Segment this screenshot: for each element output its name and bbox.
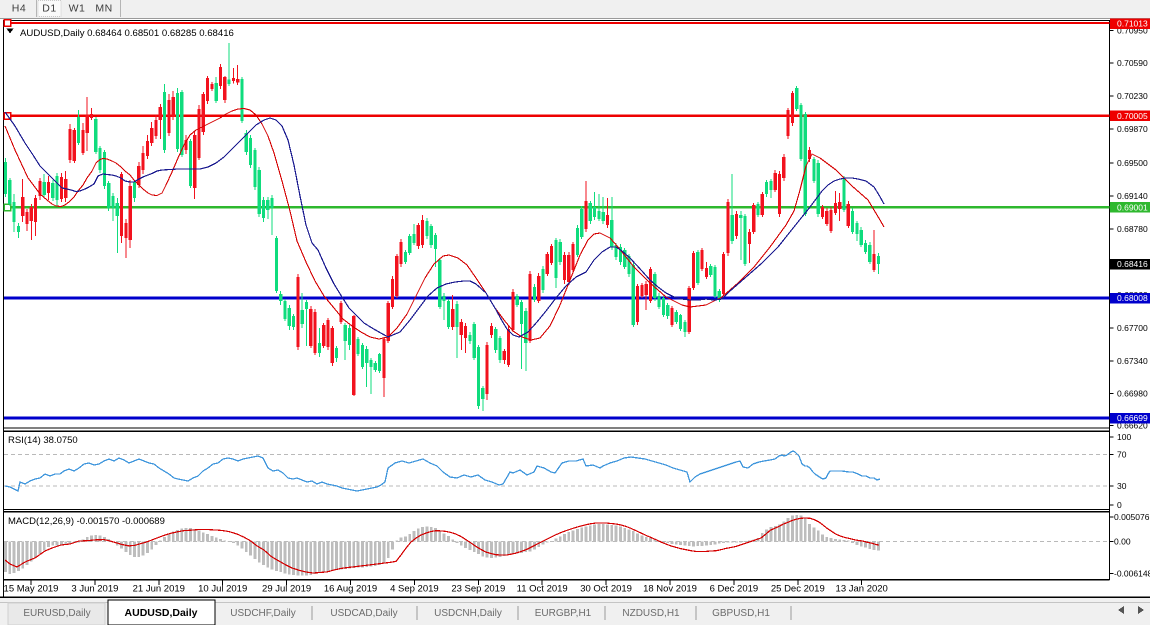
svg-text:0.00: 0.00: [1114, 537, 1131, 547]
svg-text:13 Jan 2020: 13 Jan 2020: [836, 584, 888, 595]
svg-text:0.68416: 0.68416: [1117, 259, 1148, 269]
svg-text:30 Oct 2019: 30 Oct 2019: [580, 584, 632, 595]
svg-text:0: 0: [1117, 500, 1122, 510]
svg-text:70: 70: [1117, 450, 1127, 460]
svg-text:21 Jun 2019: 21 Jun 2019: [133, 584, 185, 595]
svg-text:MN: MN: [95, 3, 112, 15]
svg-text:NZDUSD,H1: NZDUSD,H1: [622, 608, 680, 619]
svg-text:W1: W1: [69, 3, 86, 15]
svg-text:D1: D1: [42, 3, 56, 15]
svg-text:4 Sep 2019: 4 Sep 2019: [390, 584, 439, 595]
svg-text:25 Dec 2019: 25 Dec 2019: [771, 584, 825, 595]
svg-text:0.66620: 0.66620: [1117, 421, 1148, 431]
svg-text:USDCNH,Daily: USDCNH,Daily: [434, 608, 502, 619]
svg-text:0.70230: 0.70230: [1117, 91, 1148, 101]
svg-text:0.70950: 0.70950: [1117, 25, 1148, 35]
svg-text:15 May 2019: 15 May 2019: [4, 584, 59, 595]
svg-text:0.70590: 0.70590: [1117, 58, 1148, 68]
svg-text:11 Oct 2019: 11 Oct 2019: [517, 584, 568, 595]
svg-text:GBPUSD,H1: GBPUSD,H1: [712, 608, 770, 619]
svg-text:6 Dec 2019: 6 Dec 2019: [710, 584, 759, 595]
svg-text:100: 100: [1117, 432, 1131, 442]
svg-text:RSI(14) 38.0750: RSI(14) 38.0750: [8, 435, 78, 446]
svg-text:23 Sep 2019: 23 Sep 2019: [451, 584, 505, 595]
svg-text:0.66699: 0.66699: [1117, 413, 1148, 423]
svg-text:0.69500: 0.69500: [1117, 158, 1148, 168]
svg-text:0.67340: 0.67340: [1117, 356, 1148, 366]
svg-text:0.69870: 0.69870: [1117, 124, 1148, 134]
svg-text:3 Jun 2019: 3 Jun 2019: [71, 584, 118, 595]
svg-text:0.66980: 0.66980: [1117, 389, 1148, 399]
svg-text:30: 30: [1117, 481, 1127, 491]
svg-text:MACD(12,26,9) -0.001570 -0.000: MACD(12,26,9) -0.001570 -0.000689: [8, 516, 165, 527]
svg-text:0.71013: 0.71013: [1117, 19, 1148, 29]
svg-text:0.70005: 0.70005: [1117, 111, 1148, 121]
svg-text:0.005076: 0.005076: [1114, 512, 1150, 522]
svg-text:-0.006148: -0.006148: [1114, 569, 1150, 579]
svg-text:EURUSD,Daily: EURUSD,Daily: [23, 608, 90, 619]
svg-text:29 Jul 2019: 29 Jul 2019: [262, 584, 311, 595]
svg-text:0.69140: 0.69140: [1117, 191, 1148, 201]
svg-text:0.68008: 0.68008: [1117, 293, 1148, 303]
svg-text:0.69001: 0.69001: [1117, 203, 1148, 213]
svg-text:USDCAD,Daily: USDCAD,Daily: [330, 608, 397, 619]
svg-text:16 Aug 2019: 16 Aug 2019: [324, 584, 377, 595]
svg-text:0.68780: 0.68780: [1117, 224, 1148, 234]
svg-text:AUDUSD,Daily 0.68464 0.68501: AUDUSD,Daily 0.68464 0.68501 0.68285 0.6…: [20, 28, 234, 39]
svg-text:AUDUSD,Daily: AUDUSD,Daily: [125, 607, 198, 619]
svg-text:0.67700: 0.67700: [1117, 323, 1148, 333]
svg-text:18 Nov 2019: 18 Nov 2019: [643, 584, 697, 595]
svg-text:USDCHF,Daily: USDCHF,Daily: [230, 608, 296, 619]
svg-text:EURGBP,H1: EURGBP,H1: [535, 608, 592, 619]
svg-text:10 Jul 2019: 10 Jul 2019: [198, 584, 247, 595]
svg-text:H4: H4: [12, 3, 26, 15]
